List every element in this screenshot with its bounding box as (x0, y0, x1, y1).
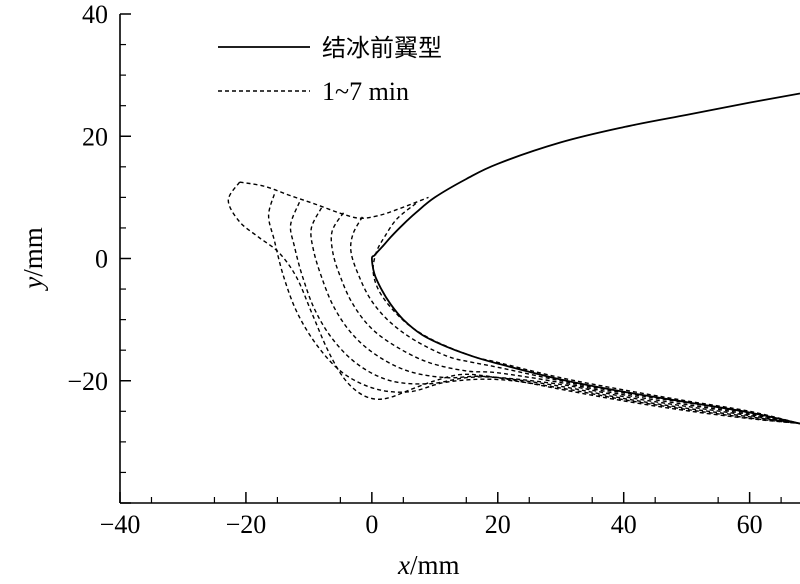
x-axis-label-unit: /mm (410, 550, 460, 580)
legend-label-dashed: 1~7 min (322, 77, 409, 106)
y-axis-label-var: y (18, 277, 48, 292)
series-line-ice-5 (289, 202, 800, 425)
series-line-ice-3 (330, 212, 800, 425)
legend-label-solid: 结冰前翼型 (322, 34, 442, 62)
series-group (227, 92, 800, 425)
series-line-ice-upper-edge (239, 181, 429, 219)
y-tick-label: −20 (67, 367, 108, 396)
series-line-clean-airfoil (370, 92, 800, 425)
x-tick-label: −40 (100, 510, 141, 539)
y-ticks: −20 0 20 40 (67, 0, 131, 504)
series-line-ice-7 (227, 181, 800, 425)
x-tick-label: 20 (485, 510, 511, 539)
x-tick-label: −20 (226, 510, 267, 539)
x-axis-label: x/mm (397, 550, 460, 580)
series-line-ice-1 (372, 202, 800, 425)
axes-frame (119, 14, 800, 504)
x-axis-label-var: x (397, 550, 410, 580)
y-axis-label: y/mm (18, 227, 48, 292)
x-ticks: −40 −20 0 20 40 60 (100, 492, 782, 539)
y-tick-label: 0 (95, 245, 108, 274)
legend: 结冰前翼型 1~7 min (218, 34, 442, 106)
x-tick-label: 0 (365, 510, 378, 539)
x-tick-label: 40 (611, 510, 637, 539)
y-tick-label: 20 (82, 122, 108, 151)
series-line-ice-2 (349, 216, 800, 425)
y-axis-label-unit: /mm (18, 227, 48, 277)
x-tick-label: 60 (737, 510, 763, 539)
y-tick-label: 40 (82, 0, 108, 29)
series-line-ice-6 (267, 194, 800, 425)
